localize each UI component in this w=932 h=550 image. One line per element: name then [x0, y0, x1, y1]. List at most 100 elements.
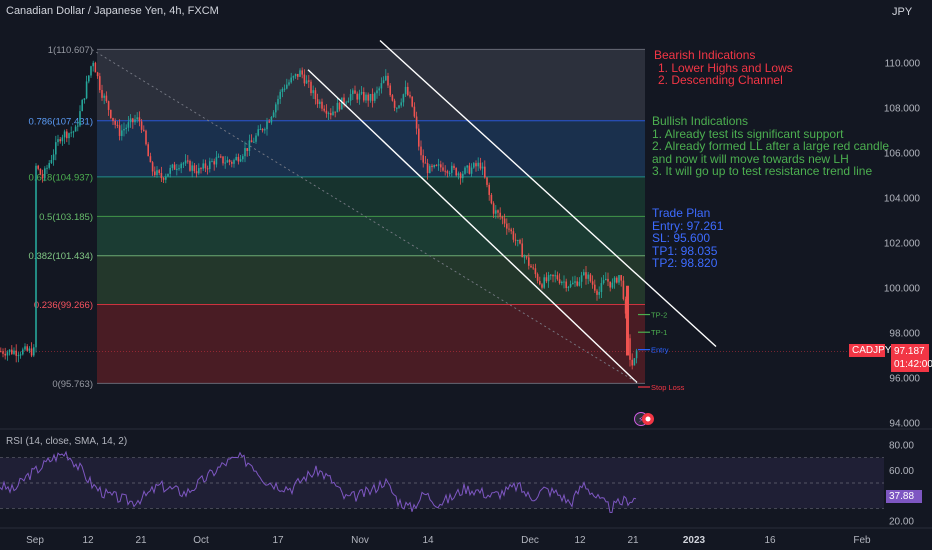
candle-body — [46, 167, 48, 169]
time-axis-label: Nov — [351, 535, 369, 546]
candle-body — [101, 90, 103, 98]
candle-body — [536, 274, 539, 281]
candle-body — [457, 173, 460, 176]
time-axis-label: Dec — [521, 535, 539, 546]
candle-body — [598, 291, 600, 295]
candle-body — [74, 126, 77, 132]
candle-body — [508, 228, 510, 230]
candle-body — [580, 275, 583, 282]
candle-body — [220, 156, 222, 158]
candle-body — [24, 346, 26, 350]
fib-level-label: 0.5(103.185) — [39, 212, 93, 223]
candle-body — [26, 346, 28, 351]
candle-body — [622, 280, 625, 300]
candle-body — [532, 267, 534, 269]
candle-body — [301, 70, 303, 75]
candle-body — [433, 165, 435, 168]
candle-body — [134, 119, 136, 123]
time-axis-label: 17 — [272, 535, 284, 546]
trend-lines[interactable] — [91, 39, 717, 384]
candle-body — [55, 142, 57, 155]
candle-body — [83, 98, 86, 101]
candle-body — [160, 172, 163, 179]
candle-body — [162, 178, 165, 180]
rsi-pane[interactable]: 80.00 60.00 20.00 — [0, 428, 932, 529]
candle-body — [11, 349, 13, 354]
candle-body — [114, 120, 116, 125]
candle-body — [468, 165, 471, 174]
candle-body — [39, 168, 42, 175]
level-marker-label: Entry — [651, 346, 669, 355]
candle-body — [72, 131, 75, 133]
candle-body — [534, 268, 537, 275]
candle-body — [552, 274, 554, 277]
candle-body — [17, 355, 20, 357]
candle-body — [404, 86, 407, 95]
candle-body — [459, 173, 462, 179]
candle-body — [173, 164, 176, 170]
candle-body — [325, 110, 328, 114]
candle-body — [440, 164, 442, 168]
candles — [0, 60, 638, 370]
time-axis[interactable]: Sep 12 21 Oct 17 Nov 14 Dec 12 21 2023 16 Feb — [26, 535, 871, 546]
candle-body — [554, 275, 556, 277]
candle-body — [387, 75, 389, 86]
candle-body — [189, 160, 191, 171]
candle-body — [297, 73, 299, 77]
candle-body — [528, 257, 530, 266]
candle-body — [506, 223, 508, 229]
candle-body — [187, 160, 189, 162]
candle-body — [578, 281, 581, 286]
candle-body — [286, 84, 288, 89]
candle-body — [279, 91, 281, 99]
time-axis-label: 12 — [82, 535, 94, 546]
candle-body — [407, 86, 409, 96]
candle-body — [371, 93, 374, 101]
candle-body — [292, 76, 295, 78]
candle-body — [462, 173, 464, 179]
candle-body — [195, 171, 198, 174]
candle-body — [277, 98, 279, 105]
alert-icon[interactable]: ⚡ — [634, 412, 655, 426]
candle-body — [402, 94, 405, 103]
candle-body — [391, 95, 394, 101]
candle-body — [319, 101, 321, 104]
candle-body — [435, 165, 438, 167]
candle-body — [68, 133, 70, 139]
axis-ticks: 110.000 108.000 106.000 104.000 102.000 100.0… — [0, 59, 920, 430]
fib-retracement[interactable]: 1(110.607) 0.786(107.431) 0.618(104.937) 0.… — [29, 45, 645, 390]
candle-body — [626, 285, 629, 356]
candle-body — [354, 90, 356, 94]
fib-level-label: 0.786(107.431) — [29, 116, 93, 127]
candle-body — [184, 160, 187, 164]
candle-body — [448, 172, 451, 174]
candle-body — [270, 117, 273, 123]
candle-body — [165, 176, 167, 180]
candle-body — [484, 166, 486, 178]
candle-body — [486, 177, 488, 185]
candle-body — [565, 281, 567, 288]
candle-body — [132, 118, 134, 123]
candle-body — [145, 130, 147, 145]
rsi-axis-label: 80.00 — [889, 441, 914, 452]
candle-body — [15, 350, 17, 356]
candle-body — [228, 160, 231, 162]
candle-body — [374, 93, 376, 101]
candle-body — [530, 265, 532, 268]
bearish-line: 2. Descending Channel — [658, 73, 783, 87]
candle-body — [545, 277, 548, 282]
candle-body — [158, 170, 160, 173]
candle-body — [336, 102, 339, 113]
candle-body — [547, 275, 550, 282]
rsi-indicator-label[interactable]: RSI (14, close, SMA, 14, 2) — [6, 436, 128, 447]
candle-body — [635, 350, 638, 359]
candle-body — [255, 135, 257, 142]
candle-body — [583, 272, 585, 276]
candle-body — [424, 162, 427, 164]
candle-body — [268, 121, 270, 123]
fib-level-label: 0(95.763) — [52, 379, 93, 390]
candle-body — [85, 81, 88, 99]
candle-body — [52, 154, 55, 160]
candle-body — [624, 299, 627, 314]
